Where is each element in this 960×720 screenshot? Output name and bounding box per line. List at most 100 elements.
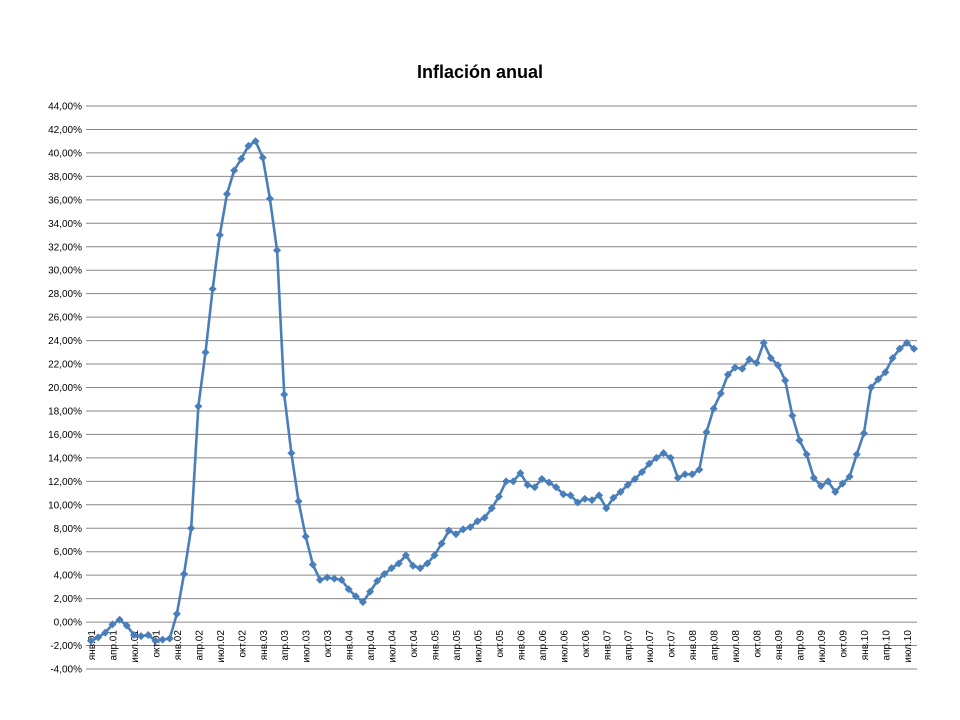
data-point bbox=[351, 592, 360, 601]
data-point bbox=[523, 480, 532, 489]
data-point bbox=[859, 429, 868, 438]
y-tick-label: 26,00% bbox=[48, 313, 82, 324]
data-point bbox=[595, 491, 604, 500]
data-point bbox=[208, 284, 217, 293]
x-tick-label: окт.02 bbox=[237, 630, 248, 658]
gridlines bbox=[86, 105, 917, 670]
y-tick-label: -4,00% bbox=[50, 665, 82, 676]
data-point bbox=[781, 376, 790, 385]
data-point bbox=[759, 338, 768, 347]
data-point bbox=[251, 137, 260, 146]
data-point bbox=[165, 634, 174, 643]
y-tick-label: 12,00% bbox=[48, 477, 82, 488]
x-tick-label: июл.10 bbox=[903, 630, 914, 663]
x-tick-label: окт.09 bbox=[838, 630, 849, 658]
data-point bbox=[394, 559, 403, 568]
data-point bbox=[308, 560, 317, 569]
y-tick-label: 0,00% bbox=[54, 618, 82, 629]
data-point bbox=[552, 483, 561, 492]
data-point bbox=[244, 141, 253, 150]
data-point bbox=[537, 474, 546, 483]
data-point bbox=[94, 633, 103, 642]
x-tick-label: янв.01 bbox=[87, 630, 98, 661]
data-point bbox=[752, 358, 761, 367]
y-tick-label: 18,00% bbox=[48, 406, 82, 417]
data-point bbox=[416, 564, 425, 573]
y-tick-label: 34,00% bbox=[48, 219, 82, 230]
data-point bbox=[444, 526, 453, 535]
y-tick-label: 30,00% bbox=[48, 266, 82, 277]
data-point bbox=[344, 585, 353, 594]
x-tick-label: апр.09 bbox=[795, 630, 806, 661]
x-tick-label: апр.07 bbox=[624, 630, 635, 661]
x-tick-label: янв.02 bbox=[173, 630, 184, 661]
x-tick-label: окт.01 bbox=[151, 630, 162, 658]
data-point bbox=[409, 561, 418, 570]
data-point bbox=[616, 487, 625, 496]
x-tick-label: июл.06 bbox=[559, 630, 570, 663]
data-point bbox=[387, 564, 396, 573]
x-tick-label: апр.01 bbox=[108, 630, 119, 661]
data-point bbox=[194, 402, 203, 411]
data-point bbox=[323, 573, 332, 582]
y-tick-label: 38,00% bbox=[48, 172, 82, 183]
data-point bbox=[545, 478, 554, 487]
data-point bbox=[373, 577, 382, 586]
x-tick-label: окт.05 bbox=[495, 630, 506, 658]
data-point bbox=[215, 231, 224, 240]
data-point bbox=[301, 532, 310, 541]
x-tick-label: июл.02 bbox=[216, 630, 227, 663]
data-point bbox=[115, 615, 124, 624]
y-tick-label: 8,00% bbox=[54, 524, 82, 535]
data-point bbox=[330, 574, 339, 583]
x-tick-label: апр.10 bbox=[881, 630, 892, 661]
data-point bbox=[566, 491, 575, 500]
x-tick-label: окт.07 bbox=[667, 630, 678, 658]
data-point bbox=[516, 469, 525, 478]
y-tick-label: -2,00% bbox=[50, 641, 82, 652]
data-point bbox=[795, 436, 804, 445]
data-point bbox=[466, 523, 475, 532]
series-path bbox=[90, 139, 915, 643]
y-tick-label: 24,00% bbox=[48, 336, 82, 347]
y-tick-label: 40,00% bbox=[48, 148, 82, 159]
data-point bbox=[902, 338, 911, 347]
data-point bbox=[602, 504, 611, 513]
data-point bbox=[430, 551, 439, 560]
x-tick-label: июл.07 bbox=[645, 630, 656, 663]
data-point bbox=[172, 609, 181, 618]
data-point bbox=[766, 354, 775, 363]
data-point bbox=[838, 479, 847, 488]
data-point bbox=[423, 559, 432, 568]
x-tick-label: янв.10 bbox=[860, 630, 871, 661]
data-point bbox=[316, 575, 325, 584]
data-point bbox=[129, 630, 138, 639]
data-point bbox=[337, 575, 346, 584]
x-tick-label: янв.08 bbox=[688, 630, 699, 661]
x-tick-label: янв.07 bbox=[602, 630, 613, 661]
data-point bbox=[258, 153, 267, 162]
data-point bbox=[731, 363, 740, 372]
data-point bbox=[451, 530, 460, 539]
data-point bbox=[874, 375, 883, 384]
data-point bbox=[809, 473, 818, 482]
data-point bbox=[573, 498, 582, 507]
data-point bbox=[144, 630, 153, 639]
y-tick-label: 32,00% bbox=[48, 242, 82, 253]
x-tick-label: янв.09 bbox=[774, 630, 785, 661]
data-point bbox=[559, 490, 568, 499]
x-axis-tick-labels: янв.01 апр.01 июл.01 окт.01 янв.02 апр.02 июл.… bbox=[87, 630, 914, 663]
data-point bbox=[881, 368, 890, 377]
data-point bbox=[638, 467, 647, 476]
data-point bbox=[502, 477, 511, 486]
data-point bbox=[852, 450, 861, 459]
y-tick-label: 22,00% bbox=[48, 360, 82, 371]
x-tick-label: янв.04 bbox=[345, 630, 356, 661]
x-tick-label: окт.04 bbox=[409, 630, 420, 658]
data-point bbox=[774, 361, 783, 370]
data-point bbox=[702, 428, 711, 437]
data-point bbox=[659, 449, 668, 458]
data-point bbox=[230, 166, 239, 175]
data-point bbox=[688, 470, 697, 479]
